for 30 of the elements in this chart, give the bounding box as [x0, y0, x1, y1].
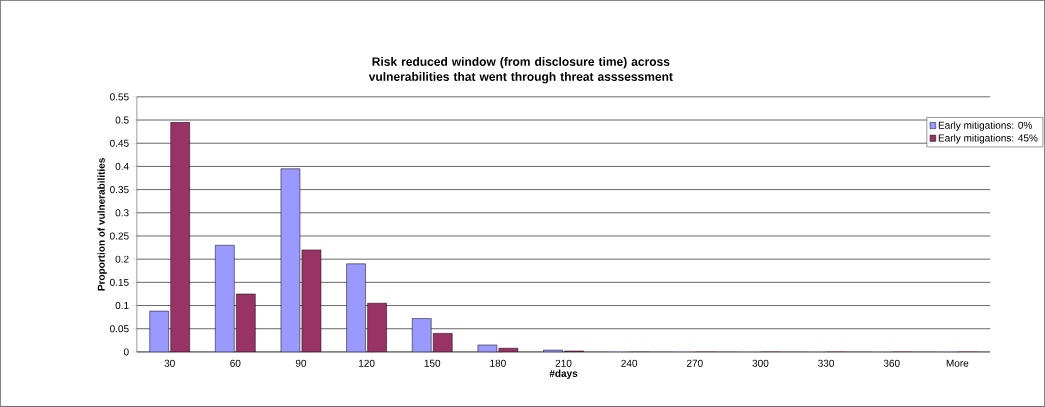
- x-tick-label: 180: [490, 359, 506, 367]
- x-tick-label: 120: [359, 359, 375, 367]
- x-tick-label: 270: [686, 359, 703, 367]
- x-tick-label: 330: [818, 359, 835, 367]
- y-tick-label: 0.45: [110, 139, 129, 147]
- x-tick-label: More: [946, 359, 969, 367]
- y-tick-label: 0: [123, 348, 129, 356]
- y-axis-title: Proportion of vulnerabilities: [97, 158, 107, 291]
- y-tick-label: 0.5: [115, 116, 129, 124]
- y-tick-label: 0.35: [110, 186, 129, 194]
- x-tick-label: 300: [752, 359, 769, 367]
- x-tick-label: 210: [555, 359, 572, 367]
- y-tick-label: 0.15: [110, 278, 129, 287]
- y-tick-label: 0.05: [110, 325, 129, 333]
- y-tick-label: 0.1: [115, 302, 129, 310]
- x-tick-label: 90: [295, 359, 307, 367]
- y-tick-label: 0.25: [110, 232, 129, 240]
- x-tick-label: 60: [230, 359, 241, 367]
- chart-title: Risk reduced window (from disclosure time) across vulnerabilities that went through threat asssessment: [368, 57, 673, 84]
- x-axis-title: #days: [549, 369, 578, 380]
- y-tick-label: 0.55: [110, 93, 129, 101]
- y-tick-label: 0.4: [115, 162, 129, 171]
- x-tick-label: 150: [424, 359, 441, 367]
- x-tick-label: 30: [164, 359, 175, 367]
- x-tick-label: 360: [883, 359, 900, 367]
- x-tick-label: 240: [621, 359, 638, 367]
- y-tick-label: 0.2: [115, 255, 129, 263]
- y-tick-label: 0.3: [115, 209, 129, 217]
- legend-label: Early mitigations: 0%: [938, 121, 1032, 131]
- legend-label: Early mitigations: 45%: [938, 134, 1038, 144]
